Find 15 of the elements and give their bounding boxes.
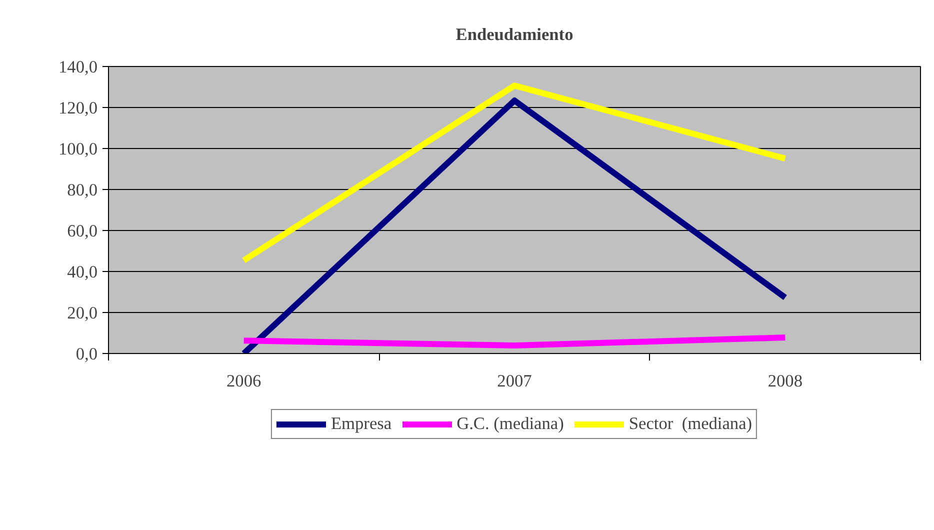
x-tick-label: 2006 <box>226 372 262 390</box>
y-tick-label: 0,0 <box>76 344 98 364</box>
y-tick-label: 100,0 <box>58 140 98 158</box>
y-tick-label: 20,0 <box>67 304 98 322</box>
y-tick-label: 40,0 <box>67 262 98 282</box>
legend-label: Sector (mediana) <box>628 414 752 434</box>
legend-label: Empresa <box>330 414 392 434</box>
x-tick-label: 2008 <box>768 372 802 390</box>
x-tick-label: 2007 <box>497 372 532 390</box>
chart-title: Endeudamiento <box>456 25 574 44</box>
legend-label: G.C. (mediana) <box>456 414 564 434</box>
y-tick-label: 120,0 <box>58 98 98 118</box>
y-tick-label: 80,0 <box>67 180 98 200</box>
y-tick-label: 140,0 <box>58 58 98 76</box>
y-tick-label: 60,0 <box>67 222 98 240</box>
